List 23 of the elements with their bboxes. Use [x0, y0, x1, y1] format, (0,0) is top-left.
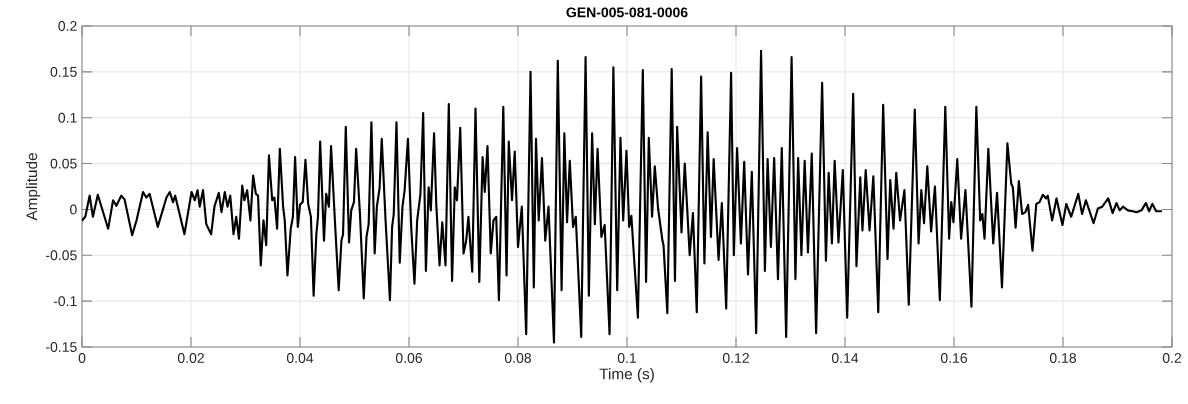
x-tick-label: 0: [78, 353, 86, 363]
x-tick-label: 0.12: [722, 353, 749, 363]
chart-title: GEN-005-081-0006: [566, 7, 688, 18]
x-tick-label: 0.18: [1049, 353, 1077, 363]
y-tick-label: -0.1: [53, 296, 77, 307]
x-tick-label: 0.16: [940, 353, 968, 363]
y-tick-label: 0.2: [58, 21, 77, 31]
x-tick-label: 0.06: [395, 353, 423, 363]
y-tick-label: 0.15: [50, 66, 77, 77]
line-series: [82, 49, 1163, 344]
y-tick-label: 0.1: [58, 112, 77, 123]
y-tick-label: 0.05: [50, 158, 77, 169]
y-tick-label: 0: [70, 204, 77, 215]
x-tick-label: 0.14: [831, 353, 859, 363]
y-axis-title: Amplitude: [25, 153, 41, 221]
x-tick-label: 0.08: [504, 353, 532, 363]
x-tick-label: 0.2: [1162, 353, 1182, 363]
y-tick-label: -0.15: [46, 342, 77, 352]
x-tick-label: 0.1: [617, 353, 637, 363]
y-tick-label: -0.05: [46, 250, 77, 261]
x-axis-title: Time (s): [599, 368, 654, 383]
x-tick-label: 0.02: [177, 353, 204, 363]
x-tick-label: 0.04: [286, 353, 314, 363]
